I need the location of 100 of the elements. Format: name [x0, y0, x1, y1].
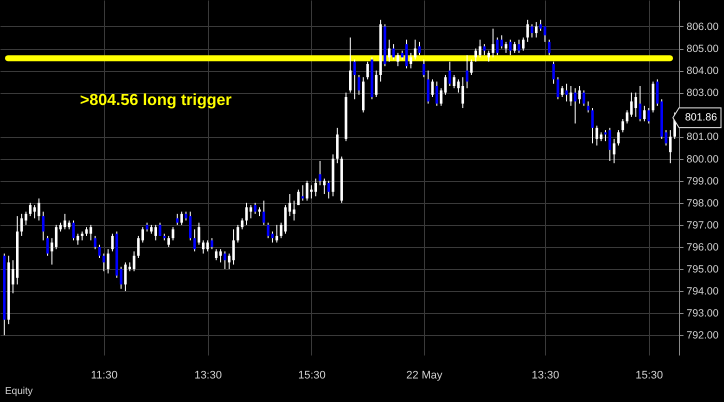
- y-tick-label: 799.00: [686, 175, 719, 188]
- candlestick: [262, 200, 266, 226]
- candlestick: [560, 85, 564, 98]
- candlestick: [578, 85, 581, 104]
- candlestick: [634, 92, 638, 118]
- y-tick-label: 796.00: [686, 241, 719, 254]
- candlestick: [647, 108, 650, 124]
- candlestick: [396, 52, 400, 67]
- candlestick: [292, 200, 296, 221]
- candlestick: [137, 235, 140, 258]
- candlestick: [124, 262, 127, 292]
- candlestick: [46, 235, 49, 256]
- candlestick: [172, 226, 174, 241]
- candlestick: [306, 180, 308, 202]
- candlestick: [42, 211, 45, 241]
- candlestick: [518, 39, 520, 54]
- candlestick: [106, 248, 110, 274]
- y-tick-label: 800.00: [686, 153, 719, 166]
- candlestick: [111, 233, 114, 252]
- text: 801.86: [684, 112, 718, 124]
- y-tick-label: 798.00: [686, 197, 719, 210]
- text: Equity: [5, 386, 33, 397]
- candlestick: [38, 198, 40, 221]
- candlestick: [349, 36, 352, 94]
- y-tick-label: 805.00: [686, 43, 719, 56]
- candlestick: [474, 48, 478, 62]
- candlestick: [245, 202, 248, 226]
- candlestick: [431, 78, 434, 98]
- candlestick: [167, 235, 170, 248]
- candlestick: [314, 178, 318, 197]
- x-tick-label: 15:30: [635, 370, 663, 382]
- candlestick: [574, 88, 577, 124]
- x-tick-label: 13:30: [194, 370, 222, 382]
- y-tick-label: 801.00: [686, 131, 719, 144]
- candlestick: [28, 202, 32, 217]
- y-tick-label: 793.00: [686, 308, 719, 320]
- candlestick: [643, 105, 646, 122]
- candlestick: [422, 59, 426, 78]
- candlestick: [414, 39, 416, 60]
- y-tick-label: 803.00: [686, 87, 719, 100]
- candlestick: [392, 44, 395, 60]
- candlestick: [504, 41, 508, 54]
- candlestick: [466, 54, 468, 89]
- candlestick: [617, 130, 620, 146]
- candlestick: [158, 222, 162, 236]
- y-tick-label: 797.00: [686, 219, 719, 232]
- candlestick: [565, 83, 568, 102]
- candlestick: [275, 224, 278, 244]
- candlestick: [210, 238, 214, 250]
- candlestick: [388, 39, 391, 62]
- candlestick: [214, 248, 218, 261]
- candlestick: [492, 28, 494, 58]
- candlestick: [410, 52, 412, 69]
- candlestick: [224, 250, 226, 270]
- candlestick: [353, 59, 356, 100]
- candlestick: [418, 41, 421, 56]
- candlestick: [452, 74, 456, 89]
- x-tick-label: 15:30: [298, 370, 326, 382]
- candlestick: [98, 244, 101, 258]
- candlestick: [310, 184, 313, 199]
- candlestick: [457, 78, 460, 94]
- candlestick: [102, 253, 106, 272]
- candlestick: [240, 218, 244, 230]
- x-tick-label: 11:30: [90, 370, 118, 382]
- candlestick: [612, 138, 616, 164]
- candlestick: [94, 235, 96, 250]
- candlestick: [556, 76, 560, 100]
- candlestick: [374, 70, 378, 98]
- candlestick: [478, 39, 482, 58]
- candlestick: [301, 184, 304, 202]
- candlestick: [54, 224, 58, 250]
- candlestick: [72, 220, 75, 241]
- candlestick: [669, 130, 672, 164]
- candlestick: [638, 85, 642, 122]
- candlestick: [76, 233, 80, 246]
- candlestick: [198, 222, 200, 246]
- y-tick-label: 792.00: [686, 330, 719, 342]
- candlestick: [297, 189, 300, 206]
- y-tick-label: 795.00: [686, 264, 719, 276]
- candlestick: [470, 59, 473, 76]
- x-tick-label: 22 May: [406, 370, 443, 382]
- candlestick: [141, 226, 144, 244]
- candlestick: [513, 41, 516, 54]
- candlestick: [570, 85, 572, 106]
- candlestick: [552, 61, 555, 84]
- x-tick-label: 13:30: [532, 370, 560, 382]
- candlestick: [596, 125, 598, 146]
- candlestick: [621, 118, 624, 133]
- candlestick: [526, 19, 529, 42]
- candlestick: [656, 78, 659, 106]
- candlestick: [544, 26, 546, 42]
- candlestick: [20, 213, 23, 236]
- candlestick: [630, 92, 633, 118]
- candlestick: [405, 39, 408, 69]
- candlestick: [193, 228, 196, 252]
- candlestick: [530, 24, 534, 38]
- candlestick: [180, 211, 183, 226]
- candlestick: [188, 211, 192, 241]
- candlestick: [461, 76, 464, 109]
- candlestick: [318, 160, 322, 186]
